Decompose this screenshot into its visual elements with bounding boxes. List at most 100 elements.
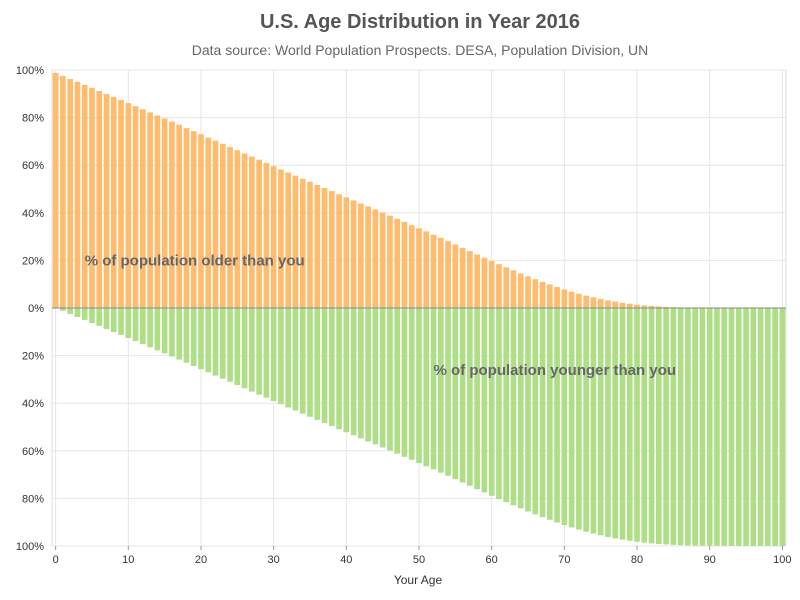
bar-younger-age-72 xyxy=(576,308,582,530)
bar-younger-age-22 xyxy=(212,308,219,376)
bar-younger-age-88 xyxy=(692,308,698,546)
bar-older-age-41 xyxy=(350,200,357,308)
y-tick-label: 20% xyxy=(22,351,44,363)
bar-younger-age-60 xyxy=(488,308,495,496)
bar-older-age-64 xyxy=(517,273,524,308)
y-tick-label: 40% xyxy=(22,208,44,220)
bar-older-age-49 xyxy=(408,225,415,308)
bar-younger-age-90 xyxy=(706,308,713,546)
bar-younger-age-7 xyxy=(103,308,110,329)
annotation-label: % of population younger than you xyxy=(434,362,676,379)
bar-younger-age-65 xyxy=(525,308,531,512)
bar-older-age-3 xyxy=(74,81,81,309)
bar-younger-age-77 xyxy=(612,308,619,539)
bar-younger-age-27 xyxy=(249,308,255,392)
bar-younger-age-24 xyxy=(227,308,233,382)
bar-older-age-17 xyxy=(176,124,183,309)
bar-older-age-30 xyxy=(270,166,277,308)
bar-older-age-53 xyxy=(437,237,444,308)
x-tick-label: 50 xyxy=(413,554,425,566)
bar-younger-age-70 xyxy=(561,308,568,526)
bar-older-age-62 xyxy=(503,267,510,308)
bar-older-age-33 xyxy=(292,175,299,308)
bar-younger-age-78 xyxy=(619,308,626,540)
bar-older-age-54 xyxy=(445,241,451,308)
bar-younger-age-49 xyxy=(408,308,415,460)
x-tick-label: 40 xyxy=(340,554,352,566)
bar-younger-age-37 xyxy=(321,308,328,423)
bar-older-age-51 xyxy=(423,231,430,308)
bar-older-age-20 xyxy=(198,134,204,308)
x-tick-label: 20 xyxy=(195,554,207,566)
bar-younger-age-17 xyxy=(176,308,183,360)
y-tick-label: 20% xyxy=(22,255,44,267)
bar-younger-age-6 xyxy=(96,308,103,326)
bar-younger-age-98 xyxy=(765,308,771,546)
bar-older-age-70 xyxy=(561,289,568,308)
bar-older-age-44 xyxy=(372,209,379,308)
bar-younger-age-63 xyxy=(510,308,517,506)
bar-older-age-57 xyxy=(467,251,473,308)
bar-younger-age-94 xyxy=(735,308,742,546)
bar-older-age-71 xyxy=(568,291,575,308)
bar-older-age-40 xyxy=(343,197,350,308)
bar-younger-age-26 xyxy=(241,308,248,389)
bar-younger-age-28 xyxy=(256,308,262,395)
axis-layer: 100% 80% 60% 40% 20% 0% 20% 40% 60% 80% 100% 0 10 20 3… xyxy=(16,65,792,566)
bar-younger-age-53 xyxy=(437,308,444,473)
y-tick-label: 80% xyxy=(22,113,44,125)
x-tick-label: 90 xyxy=(704,554,716,566)
bar-younger-age-56 xyxy=(459,308,466,483)
bar-younger-age-97 xyxy=(757,308,764,546)
bar-younger-age-40 xyxy=(343,308,350,433)
bar-older-age-16 xyxy=(169,121,175,309)
bar-older-age-22 xyxy=(212,140,219,308)
bar-older-age-7 xyxy=(103,94,110,308)
bar-older-age-77 xyxy=(612,301,619,308)
bar-younger-age-96 xyxy=(750,308,757,546)
bar-younger-age-66 xyxy=(532,308,539,515)
bars-layer xyxy=(52,72,786,546)
x-tick-label: 0 xyxy=(53,554,59,566)
bar-older-age-28 xyxy=(256,159,262,308)
bar-older-age-59 xyxy=(481,257,488,308)
bar-younger-age-29 xyxy=(263,308,270,398)
bar-older-age-31 xyxy=(278,169,284,308)
bar-older-age-66 xyxy=(532,279,539,308)
bar-younger-age-47 xyxy=(394,308,401,454)
bar-younger-age-89 xyxy=(699,308,706,546)
bar-younger-age-59 xyxy=(481,308,488,493)
x-tick-label: 100 xyxy=(773,554,791,566)
bar-older-age-83 xyxy=(655,306,662,308)
bar-younger-age-73 xyxy=(583,308,589,532)
bar-younger-age-20 xyxy=(198,308,204,370)
bar-older-age-0 xyxy=(52,72,59,308)
x-tick-label: 30 xyxy=(268,554,280,566)
bar-older-age-1 xyxy=(60,75,66,308)
bar-older-age-39 xyxy=(336,194,342,308)
bar-younger-age-80 xyxy=(634,308,640,542)
bar-younger-age-57 xyxy=(467,308,473,486)
x-tick-label: 70 xyxy=(558,554,570,566)
bar-younger-age-16 xyxy=(169,308,175,357)
bar-older-age-13 xyxy=(147,112,153,308)
bar-younger-age-61 xyxy=(496,308,502,500)
series-younger-than-you xyxy=(60,308,786,546)
bar-younger-age-9 xyxy=(118,308,124,335)
bar-older-age-37 xyxy=(321,188,328,308)
bar-younger-age-79 xyxy=(626,308,633,541)
bar-older-age-24 xyxy=(227,147,233,308)
bar-younger-age-18 xyxy=(183,308,190,363)
bar-younger-age-14 xyxy=(154,308,161,351)
bar-older-age-27 xyxy=(249,156,255,308)
annotation-label: % of population older than you xyxy=(85,252,305,269)
bar-older-age-10 xyxy=(125,103,132,308)
bar-younger-age-54 xyxy=(445,308,451,476)
bar-older-age-69 xyxy=(554,287,560,308)
y-tick-label: 100% xyxy=(16,65,44,77)
bar-younger-age-12 xyxy=(140,308,146,345)
y-tick-label: 0% xyxy=(28,303,44,315)
bar-younger-age-74 xyxy=(590,308,597,534)
y-tick-label: 100% xyxy=(16,541,44,553)
